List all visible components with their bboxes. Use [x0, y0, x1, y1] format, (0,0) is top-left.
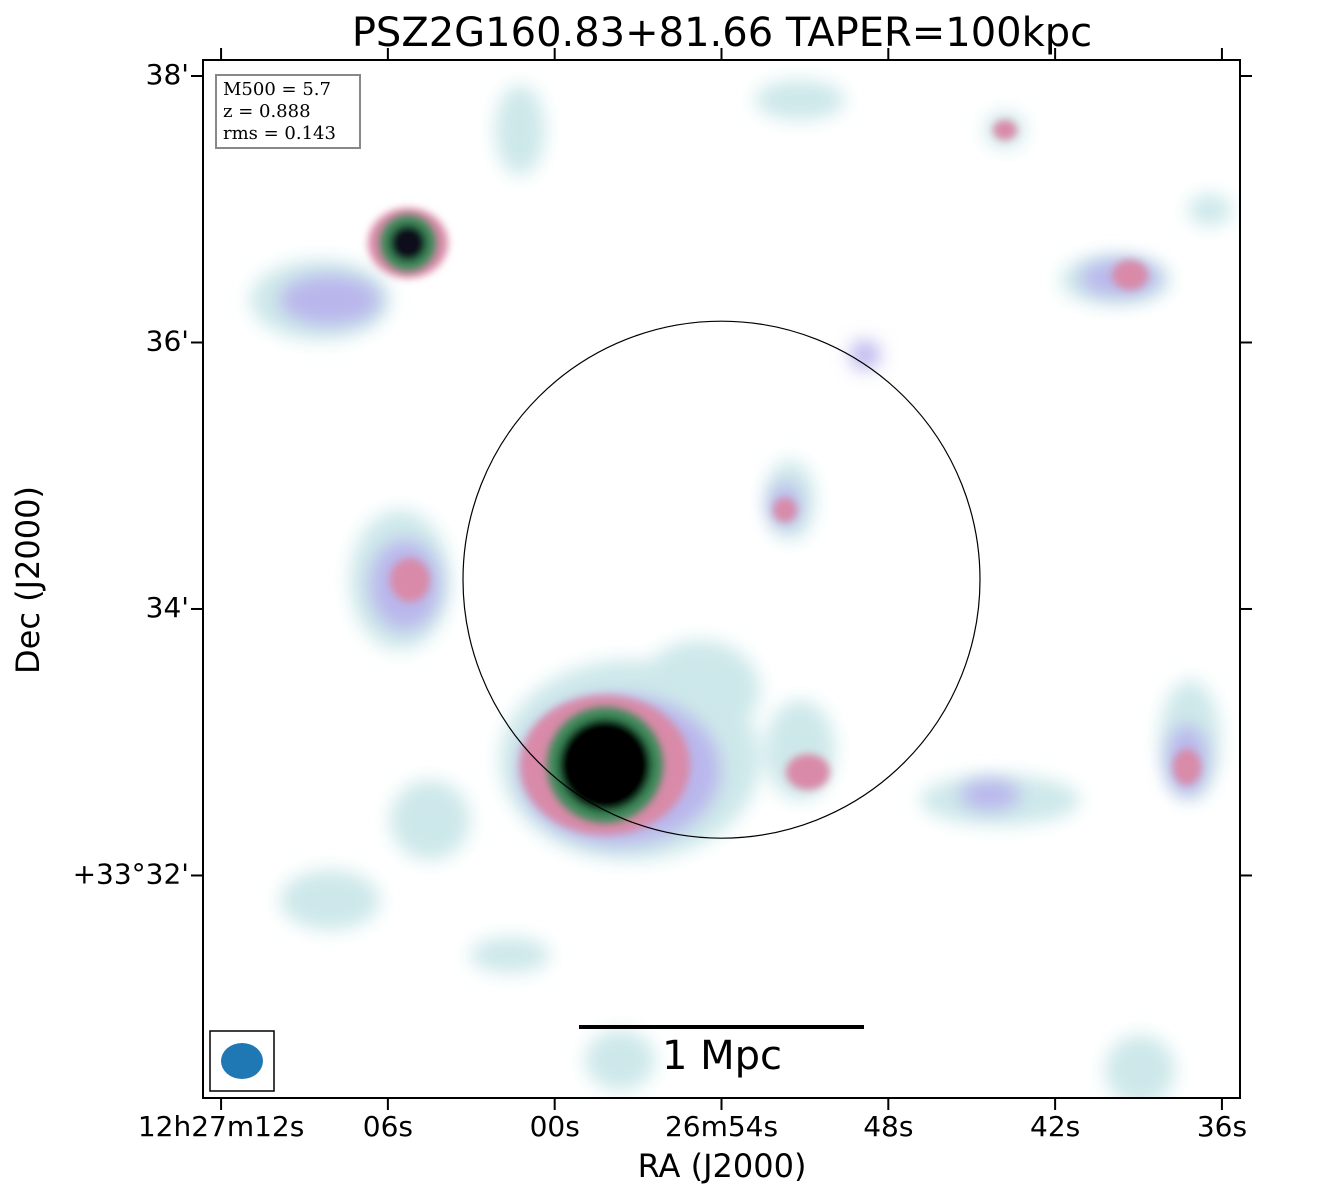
- beam: [221, 1043, 263, 1079]
- x-tick-label: 06s: [363, 1110, 413, 1143]
- x-tick-label: 48s: [863, 1110, 913, 1143]
- info-text: z = 0.888: [223, 101, 311, 122]
- x-tick-label: 00s: [530, 1110, 580, 1143]
- y-tick-label: 34': [146, 591, 189, 624]
- r500-circle: [462, 320, 981, 839]
- info-text: rms = 0.143: [223, 123, 336, 144]
- y-tick-label: 38': [146, 58, 189, 91]
- y-axis-label: Dec (J2000): [9, 486, 47, 674]
- info-text: M500 = 5.7: [223, 79, 331, 100]
- y-tick-label: 36': [146, 324, 189, 357]
- radio-map: [203, 60, 1240, 1098]
- y-tick-label: +33°32': [73, 857, 189, 890]
- scale-bar-label: 1 Mpc: [662, 1033, 782, 1079]
- x-tick-label: 42s: [1030, 1110, 1080, 1143]
- info-box: [215, 74, 361, 149]
- x-axis-label: RA (J2000): [638, 1147, 807, 1185]
- x-tick-label: 36s: [1197, 1110, 1247, 1143]
- x-tick-label: 26m54s: [665, 1110, 778, 1143]
- x-tick-label: 12h27m12s: [138, 1110, 305, 1143]
